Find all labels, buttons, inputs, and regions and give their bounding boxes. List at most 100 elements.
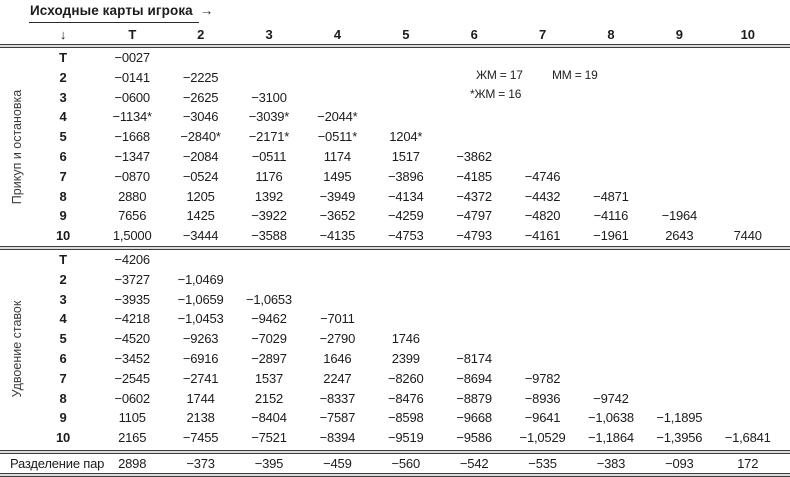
value-cell: −0141 (114, 69, 150, 85)
table-row: 4 −4218 −1,0453 −9462 −7011 (0, 309, 782, 329)
value-cell: −1,0659 (177, 291, 224, 307)
rule-under-header (0, 44, 790, 48)
value-cell (645, 250, 713, 270)
pair-split-row-container: Разделение пар 2898 −373 −395 −459 −560 −542 −5… (0, 454, 782, 473)
value-cell: −3100 (251, 89, 287, 105)
table-row: 9 1105 2138 −8404 −7587 −8598 −9668 −9641 −1,063… (0, 408, 782, 428)
row-label: 5 (59, 331, 67, 347)
value-cell: −1134* (112, 109, 152, 125)
value-cell (714, 270, 782, 290)
row-label: 7 (59, 168, 67, 184)
value-cell: −3922 (251, 208, 287, 224)
value-cell: −4116 (593, 208, 629, 224)
value-cell: −4161 (524, 228, 561, 244)
value-cell (714, 250, 782, 270)
value-cell: −8598 (388, 410, 424, 426)
value-cell: −7587 (319, 410, 356, 426)
value-cell: −4206 (114, 252, 150, 267)
value-cell: −3727 (114, 271, 150, 287)
value-cell: −2741 (182, 370, 219, 386)
value-cell: −0870 (114, 168, 150, 184)
value-cell: 1646 (323, 350, 352, 366)
value-cell (508, 48, 576, 68)
value-cell: −4134 (388, 188, 424, 204)
row-label: 9 (59, 208, 67, 224)
column-header-row: ↓ Т 2 3 4 5 6 7 8 9 10 (0, 25, 782, 44)
value-cell: −1,3956 (656, 430, 703, 446)
value-cell: 2643 (665, 228, 694, 244)
table-row: 10 1,5000 −3444 −3588 −4135 −4753 −4793 −4161 −1… (0, 226, 782, 246)
table-row: 9 7656 1425 −3922 −3652 −4259 −4797 −4820 −4116 −… (0, 206, 782, 226)
value-cell (166, 48, 234, 68)
value-cell (303, 88, 371, 108)
value-cell: −0524 (182, 168, 219, 184)
value-cell: −4871 (593, 188, 629, 204)
value-cell: −1,0653 (245, 291, 292, 307)
value-cell: −2225 (182, 69, 219, 85)
value-cell (372, 270, 440, 290)
value-cell: −4135 (319, 228, 356, 244)
value-cell (645, 187, 713, 207)
value-cell: 1517 (391, 148, 420, 164)
column-header: 2 (197, 27, 205, 42)
value-cell (508, 147, 576, 167)
value-cell: −3588 (251, 228, 287, 244)
value-cell: −2790 (319, 331, 356, 347)
note-zm17: ЖМ = 17 (476, 68, 523, 82)
value-cell (372, 309, 440, 329)
down-arrow-icon: ↓ (59, 27, 67, 42)
value-cell: 1105 (118, 410, 146, 426)
value-cell: 2247 (323, 370, 352, 386)
value-cell (714, 88, 782, 108)
value-cell (577, 250, 645, 270)
value-cell: −9263 (182, 331, 219, 347)
value-cell (508, 107, 576, 127)
value-cell: −1,0638 (587, 410, 634, 426)
value-cell (714, 68, 782, 88)
value-cell (235, 48, 303, 68)
value-cell (577, 369, 645, 389)
row-label: Т (59, 50, 67, 65)
page-title: Исходные карты игрока → (30, 3, 213, 18)
value-cell: −0511 (251, 148, 287, 164)
value-cell: −2897 (251, 350, 287, 366)
row-label: 3 (59, 291, 67, 307)
value-cell (577, 48, 645, 68)
value-cell: −0600 (114, 89, 150, 105)
column-header: 4 (333, 27, 341, 42)
row-label: 10 (55, 430, 71, 446)
value-cell: −7455 (182, 430, 219, 446)
value-cell: −2840* (180, 129, 221, 145)
row-label: 5 (59, 129, 67, 145)
table-row: 3 −0600 −2625 −3100 (0, 88, 782, 108)
row-label: 9 (59, 410, 67, 426)
pair-split-row: Разделение пар 2898 −373 −395 −459 −560 −542 −5… (0, 454, 782, 473)
value-cell (577, 349, 645, 369)
column-header: 5 (402, 27, 410, 42)
value-cell (714, 389, 782, 409)
value-cell (645, 147, 713, 167)
value-cell: 2138 (186, 410, 215, 426)
note-mm19: ММ = 19 (552, 68, 598, 82)
value-cell: −1,0529 (519, 430, 566, 446)
value-cell: −3935 (114, 291, 150, 307)
row-label: 4 (59, 311, 67, 327)
value-cell (645, 270, 713, 290)
section-double-down: Т −4206 2 −3727 −1,0469 3 −3935 −1,0659 −1,0653 4… (0, 250, 782, 448)
row-label: 7 (59, 370, 67, 386)
value-cell (508, 250, 576, 270)
value-cell: −4746 (524, 168, 561, 184)
value-cell (645, 68, 713, 88)
value-cell (508, 290, 576, 310)
column-header: 6 (470, 27, 478, 42)
value-cell: 1174 (323, 148, 351, 164)
value-cell: −093 (665, 456, 694, 471)
value-cell: −7011 (320, 311, 355, 327)
value-cell (508, 329, 576, 349)
value-cell (235, 250, 303, 270)
note-zm16: *ЖМ = 16 (470, 87, 522, 101)
value-cell: 172 (737, 456, 759, 471)
column-header: 3 (265, 27, 273, 42)
row-label: 3 (59, 89, 67, 105)
